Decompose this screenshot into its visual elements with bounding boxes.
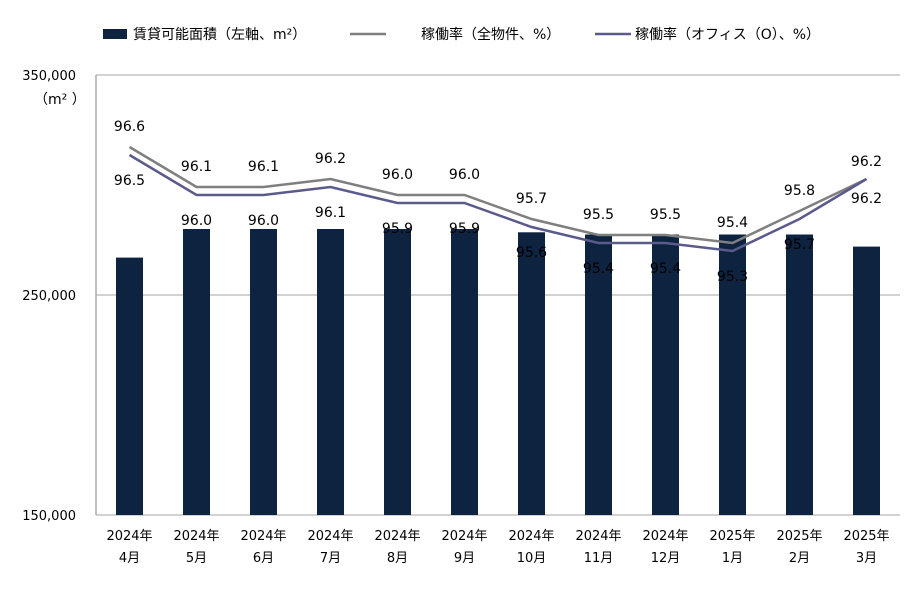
data-label-office: 95.4 (583, 261, 614, 277)
x-tick-label-year: 2024年 (575, 529, 621, 544)
x-tick-label-month: 1月 (722, 551, 743, 566)
data-label-all: 96.2 (851, 154, 882, 170)
data-label-all: 96.0 (449, 167, 480, 183)
x-tick-label-year: 2025年 (709, 529, 755, 544)
x-tick-label-month: 3月 (856, 551, 877, 566)
data-label-office: 95.4 (650, 261, 681, 277)
data-label-office: 96.0 (181, 213, 212, 229)
x-tick-label-month: 9月 (454, 551, 475, 566)
x-tick-label-year: 2024年 (240, 529, 286, 544)
data-label-all: 95.5 (650, 207, 681, 223)
x-tick-label-month: 8月 (387, 551, 408, 566)
data-label-all: 96.6 (114, 119, 145, 135)
bar (451, 229, 478, 515)
y-axis-unit: （m² ） (34, 92, 86, 108)
x-tick-label-month: 5月 (186, 551, 207, 566)
data-label-all: 95.5 (583, 207, 614, 223)
data-label-office: 95.3 (717, 269, 748, 285)
data-label-all: 96.1 (248, 159, 279, 175)
data-label-office: 96.5 (114, 173, 145, 189)
gridlines (96, 74, 900, 516)
line-office (128, 153, 868, 253)
legend-line-office-label: 稼働率（オフィス（O）、%） (635, 26, 820, 43)
bar (518, 232, 545, 516)
legend-bar-label: 賃貸可能面積（左軸、m²） (133, 27, 306, 43)
data-label-office: 95.7 (784, 237, 815, 253)
legend-bar-swatch (103, 29, 127, 39)
bar (786, 234, 813, 515)
data-label-office: 96.2 (851, 191, 882, 207)
data-label-office: 95.9 (382, 221, 413, 237)
x-tick-label-year: 2024年 (441, 529, 487, 544)
bar (652, 234, 679, 515)
x-tick-label-month: 6月 (253, 551, 274, 566)
x-tick-label-year: 2025年 (843, 529, 889, 544)
bar (719, 234, 746, 515)
bars (116, 229, 880, 516)
x-tick-label-month: 11月 (584, 551, 614, 566)
x-tick-label-year: 2024年 (106, 529, 152, 544)
x-tick-label-month: 4月 (119, 551, 140, 566)
x-tick-label-month: 12月 (651, 551, 681, 566)
data-label-office: 95.6 (516, 245, 547, 261)
x-tick-label-year: 2024年 (508, 529, 554, 544)
line-labels: 96.6 96.1 96.1 96.2 96.0 96.0 95.7 95.5 95.5 95.4… (114, 119, 882, 285)
x-tick-label-month: 10月 (517, 551, 547, 566)
bar (317, 229, 344, 515)
x-tick-label-year: 2025年 (776, 529, 822, 544)
x-tick-label-month: 2月 (789, 551, 810, 566)
x-tick-label-year: 2024年 (642, 529, 688, 544)
bar (585, 234, 612, 515)
line-all-properties (128, 145, 868, 245)
x-tick-label-year: 2024年 (307, 529, 353, 544)
y-tick-label: 350,000 (22, 69, 76, 84)
y-tick-label: 150,000 (22, 509, 76, 524)
x-tick-label-year: 2024年 (173, 529, 219, 544)
x-tick-labels: 2024年 4月 2024年 5月 2024年 6月 2024年 7月 2024年 8月 2024年… (106, 529, 889, 566)
data-label-office: 96.1 (315, 205, 346, 221)
legend: 賃貸可能面積（左軸、m²） 稼働率（全物件、%） 稼働率（オフィス（O）、%） (103, 26, 820, 43)
bar (116, 257, 143, 515)
lines (128, 145, 868, 253)
data-label-all: 95.8 (784, 183, 815, 199)
bar (183, 229, 210, 515)
bar (384, 229, 411, 515)
data-label-office: 96.0 (248, 213, 279, 229)
legend-line-all-label: 稼働率（全物件、%） (421, 26, 560, 43)
data-label-all: 95.7 (516, 191, 547, 207)
y-tick-labels: 150,000 250,000 350,000 (22, 69, 76, 524)
y-tick-label: 250,000 (22, 289, 76, 304)
x-tick-label-month: 7月 (320, 551, 341, 566)
data-label-office: 95.9 (449, 221, 480, 237)
data-label-all: 96.1 (181, 159, 212, 175)
data-label-all: 96.2 (315, 151, 346, 167)
data-label-all: 95.4 (717, 215, 748, 231)
bar (250, 229, 277, 515)
x-tick-label-year: 2024年 (374, 529, 420, 544)
bar (853, 246, 880, 515)
data-label-all: 96.0 (382, 167, 413, 183)
